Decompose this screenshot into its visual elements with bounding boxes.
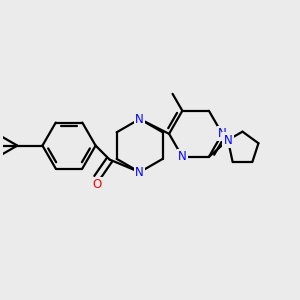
Text: N: N [178, 150, 187, 163]
Text: N: N [135, 112, 144, 125]
Text: O: O [92, 178, 102, 191]
Text: N: N [218, 127, 226, 140]
Text: N: N [135, 166, 144, 179]
Text: N: N [224, 134, 232, 146]
